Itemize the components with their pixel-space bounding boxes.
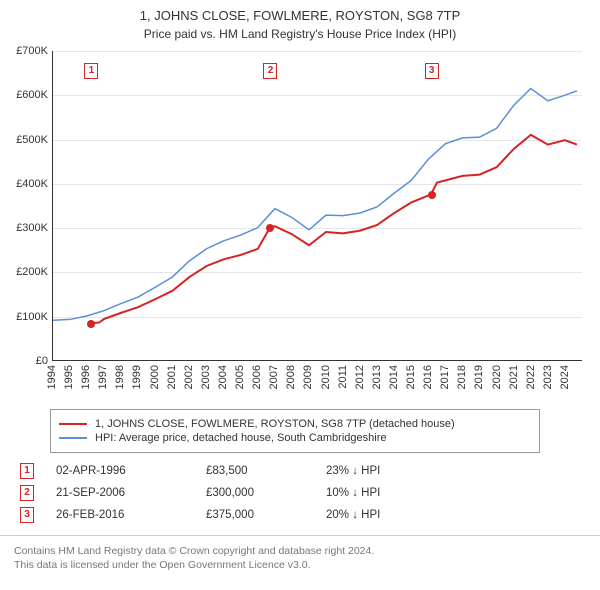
footer-attribution: Contains HM Land Registry data © Crown c… (0, 535, 600, 586)
footer-line2: This data is licensed under the Open Gov… (14, 558, 586, 572)
x-tick-label: 2011 (337, 365, 349, 389)
x-tick-label: 2000 (149, 365, 161, 389)
x-tick-label: 1998 (114, 365, 126, 389)
x-tick-label: 2016 (422, 365, 434, 389)
x-axis-labels: 1994199519961997199819992000200120022003… (52, 361, 582, 401)
sales-row-date: 21-SEP-2006 (56, 487, 206, 499)
legend-row: 1, JOHNS CLOSE, FOWLMERE, ROYSTON, SG8 7… (59, 418, 531, 430)
chart-legend: 1, JOHNS CLOSE, FOWLMERE, ROYSTON, SG8 7… (50, 409, 540, 453)
sale-marker-label: 3 (425, 63, 439, 79)
sales-table: 1 02-APR-1996£83,50023% ↓ HPI 2 21-SEP-2006… (20, 463, 600, 523)
y-tick-label: £200K (16, 266, 48, 278)
x-tick-label: 2005 (234, 365, 246, 389)
chart-lines (53, 51, 582, 360)
legend-swatch (59, 423, 87, 425)
x-tick-label: 1995 (63, 365, 75, 389)
x-tick-label: 2002 (183, 365, 195, 389)
y-tick-label: £300K (16, 222, 48, 234)
page-title: 1, JOHNS CLOSE, FOWLMERE, ROYSTON, SG8 7… (0, 8, 600, 23)
legend-label: HPI: Average price, detached house, Sout… (95, 432, 386, 444)
x-tick-label: 1999 (131, 365, 143, 389)
sales-row: 1 02-APR-1996£83,50023% ↓ HPI (20, 463, 600, 479)
plot-region: 1 2 3 (52, 51, 582, 361)
x-tick-label: 2013 (371, 365, 383, 389)
x-tick-label: 2018 (456, 365, 468, 389)
x-tick-label: 2004 (217, 365, 229, 389)
footer-line1: Contains HM Land Registry data © Crown c… (14, 544, 586, 558)
x-tick-label: 2022 (525, 365, 537, 389)
x-tick-label: 2010 (320, 365, 332, 389)
x-tick-label: 2014 (388, 365, 400, 389)
legend-swatch (59, 437, 87, 439)
x-tick-label: 1996 (80, 365, 92, 389)
x-tick-label: 2020 (491, 365, 503, 389)
x-tick-label: 2003 (200, 365, 212, 389)
sale-marker-label: 1 (84, 63, 98, 79)
x-tick-label: 2019 (473, 365, 485, 389)
x-tick-label: 2015 (405, 365, 417, 389)
sales-row-price: £83,500 (206, 465, 326, 477)
x-tick-label: 2023 (542, 365, 554, 389)
legend-label: 1, JOHNS CLOSE, FOWLMERE, ROYSTON, SG8 7… (95, 418, 455, 430)
x-tick-label: 2007 (268, 365, 280, 389)
sales-row: 3 26-FEB-2016£375,00020% ↓ HPI (20, 507, 600, 523)
page-subtitle: Price paid vs. HM Land Registry's House … (0, 27, 600, 41)
x-tick-label: 2009 (302, 365, 314, 389)
sales-row: 2 21-SEP-2006£300,00010% ↓ HPI (20, 485, 600, 501)
y-tick-label: £100K (16, 311, 48, 323)
y-tick-label: £400K (16, 178, 48, 190)
sales-row-date: 02-APR-1996 (56, 465, 206, 477)
sales-row-price: £375,000 (206, 509, 326, 521)
sales-row-marker: 2 (20, 485, 34, 501)
x-tick-label: 1994 (46, 365, 58, 389)
sales-row-price: £300,000 (206, 487, 326, 499)
y-tick-label: £700K (16, 45, 48, 57)
sale-marker-dot (87, 320, 95, 328)
x-tick-label: 2021 (508, 365, 520, 389)
sales-row-delta: 23% ↓ HPI (326, 465, 446, 477)
y-tick-label: £600K (16, 89, 48, 101)
sales-row-marker: 3 (20, 507, 34, 523)
x-tick-label: 2012 (354, 365, 366, 389)
x-tick-label: 2024 (559, 365, 571, 389)
sale-marker-label: 2 (263, 63, 277, 79)
x-tick-label: 2008 (285, 365, 297, 389)
series-hpi (53, 88, 577, 320)
sales-row-date: 26-FEB-2016 (56, 509, 206, 521)
sales-row-delta: 10% ↓ HPI (326, 487, 446, 499)
sales-row-marker: 1 (20, 463, 34, 479)
x-tick-label: 2017 (439, 365, 451, 389)
price-chart: £0£100K£200K£300K£400K£500K£600K£700K 12… (10, 51, 590, 401)
sale-marker-dot (428, 191, 436, 199)
sale-marker-dot (266, 224, 274, 232)
x-tick-label: 2001 (166, 365, 178, 389)
y-axis-labels: £0£100K£200K£300K£400K£500K£600K£700K (10, 51, 52, 361)
x-tick-label: 2006 (251, 365, 263, 389)
x-tick-label: 1997 (97, 365, 109, 389)
series-property (91, 135, 576, 323)
legend-row: HPI: Average price, detached house, Sout… (59, 432, 531, 444)
y-tick-label: £500K (16, 134, 48, 146)
sales-row-delta: 20% ↓ HPI (326, 509, 446, 521)
